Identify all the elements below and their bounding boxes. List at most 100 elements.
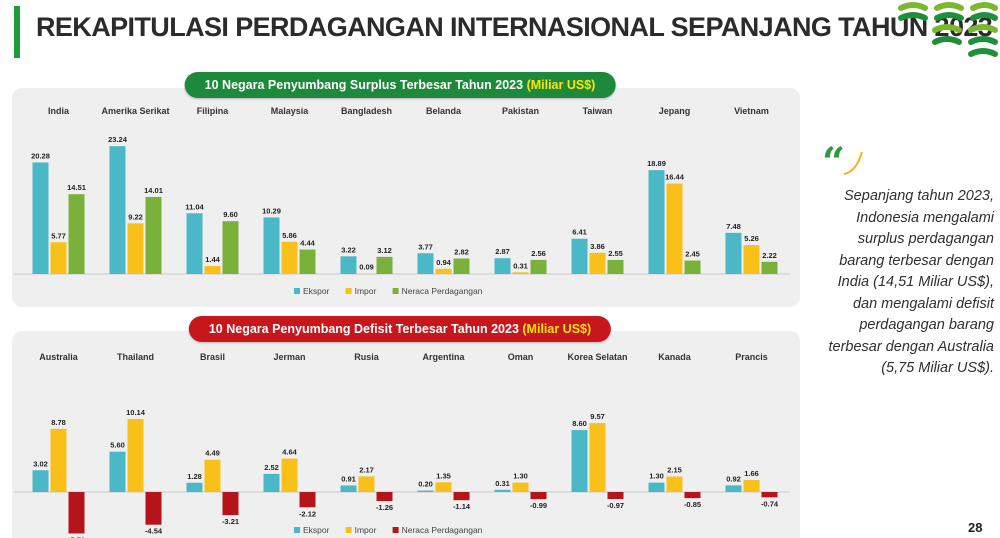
bar-ekspor-pakistan (494, 258, 511, 274)
title-accent-bar (14, 6, 20, 58)
bar-ekspor-australia (32, 470, 49, 492)
bar-impor-oman (512, 482, 529, 492)
data-label-neraca-perdagangan-vietnam: 2.22 (762, 251, 777, 260)
data-label-neraca-perdagangan-taiwan: 2.55 (608, 249, 623, 258)
bar-ekspor-jepang (648, 170, 665, 274)
data-label-impor-kanada: 2.15 (667, 466, 682, 475)
data-label-impor-pakistan: 0.31 (513, 261, 528, 270)
bar-impor-korea-selatan (589, 423, 606, 492)
bar-neraca-perdagangan-kanada (684, 492, 701, 499)
bar-neraca-perdagangan-bangladesh (376, 256, 393, 274)
bar-impor-brasil (204, 459, 221, 492)
category-label-malaysia: Malaysia (271, 106, 310, 116)
bar-impor-india (50, 242, 67, 274)
bar-neraca-perdagangan-amerika-serikat (145, 196, 162, 274)
data-label-impor-india: 5.77 (51, 231, 66, 240)
data-label-impor-vietnam: 5.26 (744, 234, 759, 243)
data-label-ekspor-vietnam: 7.48 (726, 222, 741, 231)
data-label-neraca-perdagangan-australia: -5.76 (68, 535, 85, 538)
data-label-impor-thailand: 10.14 (126, 408, 146, 417)
data-label-impor-korea-selatan: 9.57 (590, 412, 605, 421)
legend-label-ekspor: Ekspor (303, 525, 330, 535)
bar-neraca-perdagangan-filipina (222, 221, 239, 274)
data-label-ekspor-taiwan: 6.41 (572, 228, 587, 237)
bar-ekspor-filipina (186, 213, 203, 274)
bar-ekspor-brasil (186, 482, 203, 492)
legend-swatch-ekspor (294, 288, 300, 294)
data-label-ekspor-brasil: 1.28 (187, 472, 202, 481)
bar-ekspor-malaysia (263, 217, 280, 274)
data-label-impor-amerika-serikat: 9.22 (128, 212, 143, 221)
data-label-impor-bangladesh: 0.09 (359, 263, 374, 272)
data-label-ekspor-amerika-serikat: 23.24 (108, 135, 128, 144)
bar-impor-bangladesh (358, 273, 375, 275)
bar-ekspor-rusia (340, 485, 357, 492)
bar-neraca-perdagangan-rusia (376, 492, 393, 502)
data-label-ekspor-rusia: 0.91 (341, 474, 356, 483)
legend-swatch-ekspor (294, 527, 300, 533)
data-label-ekspor-australia: 3.02 (33, 459, 48, 468)
data-label-ekspor-prancis: 0.92 (726, 474, 741, 483)
bar-impor-amerika-serikat (127, 223, 144, 274)
bar-ekspor-vietnam (725, 232, 742, 274)
bar-impor-prancis (743, 480, 760, 492)
bar-neraca-perdagangan-oman (530, 492, 547, 500)
bar-impor-malaysia (281, 241, 298, 274)
legend-swatch-impor (345, 527, 352, 533)
bar-neraca-perdagangan-argentina (453, 492, 470, 501)
legend-swatch-neraca-perdagangan (392, 527, 399, 533)
bar-impor-jepang (666, 183, 683, 274)
data-label-ekspor-belanda: 3.77 (418, 242, 433, 251)
bar-impor-filipina (204, 266, 221, 274)
data-label-ekspor-kanada: 1.30 (649, 472, 664, 481)
category-label-filipina: Filipina (197, 106, 229, 116)
data-label-neraca-perdagangan-pakistan: 2.56 (531, 249, 546, 258)
category-label-india: India (48, 106, 70, 116)
bar-impor-argentina (435, 482, 452, 492)
data-label-neraca-perdagangan-malaysia: 4.44 (300, 239, 315, 248)
data-label-impor-rusia: 2.17 (359, 465, 374, 474)
deficit-chart-unit: (Miliar US$) (522, 322, 592, 336)
legend-label-neraca-perdagangan: Neraca Perdagangan (402, 525, 483, 535)
data-label-neraca-perdagangan-argentina: -1.14 (453, 502, 471, 511)
bar-impor-jerman (281, 458, 298, 492)
bar-neraca-perdagangan-vietnam (761, 261, 778, 274)
category-label-bangladesh: Bangladesh (341, 106, 392, 116)
data-label-neraca-perdagangan-rusia: -1.26 (376, 503, 393, 512)
bar-ekspor-india (32, 162, 49, 274)
category-label-brasil: Brasil (200, 352, 225, 362)
data-label-ekspor-bangladesh: 3.22 (341, 245, 356, 254)
surplus-chart-title: 10 Negara Penyumbang Surplus Terbesar Ta… (204, 78, 524, 92)
bar-ekspor-argentina (417, 490, 434, 492)
category-label-argentina: Argentina (422, 352, 465, 362)
data-label-impor-jepang: 16.44 (665, 173, 685, 182)
data-label-ekspor-pakistan: 2.87 (495, 247, 510, 256)
deficit-chart-title-banner: 10 Negara Penyumbang Defisit Terbesar Ta… (188, 316, 612, 342)
quote-text: Sepanjang tahun 2023, Indonesia mengalam… (828, 188, 994, 376)
bar-impor-vietnam (743, 245, 760, 274)
data-label-impor-filipina: 1.44 (205, 255, 220, 264)
category-label-prancis: Prancis (735, 352, 768, 362)
surplus-chart-title-banner: 10 Negara Penyumbang Surplus Terbesar Ta… (184, 72, 616, 98)
bar-impor-rusia (358, 476, 375, 492)
category-label-kanada: Kanada (658, 352, 692, 362)
legend-label-impor: Impor (355, 525, 377, 535)
data-label-impor-prancis: 1.66 (744, 469, 759, 478)
data-label-neraca-perdagangan-kanada: -0.85 (684, 500, 701, 509)
data-label-neraca-perdagangan-prancis: -0.74 (761, 499, 779, 508)
legend-label-neraca-perdagangan: Neraca Perdagangan (402, 286, 483, 296)
bar-neraca-perdagangan-jerman (299, 492, 316, 508)
bar-neraca-perdagangan-india (68, 194, 85, 274)
data-label-neraca-perdagangan-india: 14.51 (67, 183, 86, 192)
data-label-impor-malaysia: 5.86 (282, 231, 297, 240)
legend-label-impor: Impor (355, 286, 377, 296)
category-label-thailand: Thailand (117, 352, 154, 362)
data-label-ekspor-jerman: 2.52 (264, 463, 279, 472)
bar-ekspor-amerika-serikat (109, 146, 126, 274)
data-label-impor-belanda: 0.94 (436, 258, 451, 267)
data-label-ekspor-argentina: 0.20 (418, 480, 433, 489)
category-label-jepang: Jepang (659, 106, 691, 116)
sl-logo (898, 2, 998, 57)
data-label-impor-argentina: 1.35 (436, 471, 451, 480)
category-label-pakistan: Pakistan (502, 106, 539, 116)
